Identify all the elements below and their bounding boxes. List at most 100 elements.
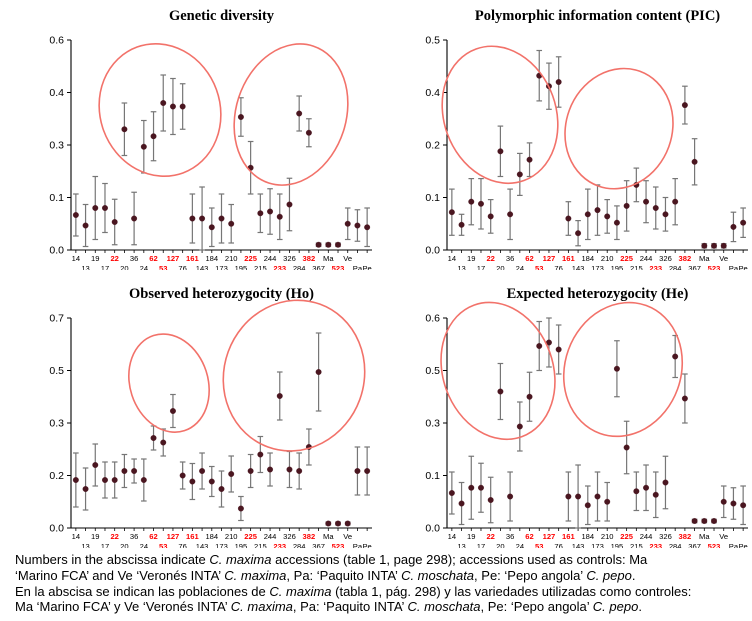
svg-text:14: 14 (72, 254, 80, 263)
svg-text:244: 244 (640, 532, 653, 541)
svg-text:225: 225 (244, 532, 257, 541)
svg-text:0.0: 0.0 (425, 523, 440, 535)
svg-text:62: 62 (525, 254, 533, 263)
svg-text:Pa: Pa (353, 542, 363, 548)
svg-text:143: 143 (572, 264, 585, 270)
svg-text:161: 161 (186, 532, 199, 541)
svg-text:127: 127 (167, 254, 180, 263)
svg-text:76: 76 (554, 542, 562, 548)
svg-text:0.7: 0.7 (49, 313, 64, 325)
svg-text:195: 195 (235, 264, 248, 270)
svg-text:215: 215 (630, 542, 643, 548)
svg-text:244: 244 (264, 254, 277, 263)
svg-text:13: 13 (81, 542, 89, 548)
svg-text:Pe: Pe (362, 264, 371, 270)
svg-text:Observed heterozygocity (Ho): Observed heterozygocity (Ho) (129, 286, 314, 302)
svg-text:127: 127 (543, 532, 556, 541)
svg-text:233: 233 (273, 542, 286, 548)
svg-text:20: 20 (120, 264, 128, 270)
svg-text:0.2: 0.2 (49, 470, 64, 482)
svg-text:143: 143 (196, 542, 209, 548)
svg-text:0.6: 0.6 (49, 35, 64, 47)
svg-text:173: 173 (215, 264, 228, 270)
svg-text:24: 24 (140, 264, 148, 270)
svg-text:Ma: Ma (323, 532, 334, 541)
svg-text:62: 62 (149, 532, 157, 541)
svg-text:382: 382 (303, 532, 316, 541)
svg-text:13: 13 (81, 264, 89, 270)
svg-text:0.3: 0.3 (425, 418, 440, 430)
svg-text:127: 127 (543, 254, 556, 263)
svg-text:184: 184 (205, 254, 218, 263)
svg-text:Ma: Ma (699, 254, 710, 263)
svg-text:24: 24 (516, 264, 524, 270)
svg-text:Pe: Pe (738, 264, 747, 270)
svg-text:161: 161 (562, 532, 575, 541)
svg-text:76: 76 (178, 264, 186, 270)
svg-text:210: 210 (601, 254, 614, 263)
svg-text:173: 173 (215, 542, 228, 548)
svg-text:244: 244 (640, 254, 653, 263)
svg-text:19: 19 (91, 532, 99, 541)
svg-text:20: 20 (496, 542, 504, 548)
svg-text:0.0: 0.0 (425, 245, 440, 257)
svg-text:53: 53 (159, 542, 167, 548)
svg-text:Expected heterozygocity (He): Expected heterozygocity (He) (507, 286, 689, 302)
svg-text:Ma: Ma (699, 532, 710, 541)
svg-text:Genetic diversity: Genetic diversity (169, 8, 275, 24)
svg-text:14: 14 (72, 532, 80, 541)
svg-text:184: 184 (205, 532, 218, 541)
svg-text:326: 326 (659, 532, 672, 541)
svg-text:36: 36 (506, 254, 514, 263)
svg-text:382: 382 (303, 254, 316, 263)
svg-text:284: 284 (669, 264, 682, 270)
svg-text:36: 36 (130, 532, 138, 541)
svg-text:233: 233 (649, 264, 662, 270)
svg-text:24: 24 (516, 542, 524, 548)
svg-text:76: 76 (554, 264, 562, 270)
svg-text:17: 17 (101, 264, 109, 270)
svg-text:Polymorphic information conten: Polymorphic information content (PIC) (475, 8, 720, 24)
svg-text:367: 367 (312, 542, 325, 548)
svg-text:Ve: Ve (719, 254, 728, 263)
svg-text:523: 523 (332, 264, 345, 270)
svg-text:Ve: Ve (343, 532, 352, 541)
svg-text:225: 225 (620, 532, 633, 541)
svg-text:22: 22 (110, 254, 118, 263)
svg-text:367: 367 (312, 264, 325, 270)
svg-text:233: 233 (649, 542, 662, 548)
svg-text:17: 17 (101, 542, 109, 548)
svg-text:13: 13 (457, 542, 465, 548)
svg-text:Pe: Pe (362, 542, 371, 548)
svg-text:326: 326 (659, 254, 672, 263)
svg-text:0.1: 0.1 (425, 192, 440, 204)
svg-text:382: 382 (679, 532, 692, 541)
svg-text:367: 367 (688, 542, 701, 548)
svg-text:22: 22 (486, 254, 494, 263)
svg-text:523: 523 (332, 542, 345, 548)
svg-text:0.3: 0.3 (49, 140, 64, 152)
svg-text:215: 215 (254, 264, 267, 270)
svg-text:53: 53 (159, 264, 167, 270)
svg-text:62: 62 (149, 254, 157, 263)
svg-text:326: 326 (283, 532, 296, 541)
svg-text:20: 20 (496, 264, 504, 270)
svg-text:19: 19 (91, 254, 99, 263)
svg-text:14: 14 (448, 254, 456, 263)
svg-text:143: 143 (572, 542, 585, 548)
svg-text:Ve: Ve (343, 254, 352, 263)
svg-text:0.0: 0.0 (49, 245, 64, 257)
svg-text:173: 173 (591, 264, 604, 270)
svg-text:367: 367 (688, 264, 701, 270)
svg-text:Pa: Pa (353, 264, 363, 270)
svg-text:184: 184 (581, 254, 594, 263)
svg-text:215: 215 (630, 264, 643, 270)
svg-text:184: 184 (581, 532, 594, 541)
svg-text:22: 22 (110, 532, 118, 541)
svg-text:0.6: 0.6 (425, 313, 440, 325)
svg-text:0.5: 0.5 (425, 35, 440, 47)
svg-text:0.4: 0.4 (49, 87, 64, 99)
svg-text:0.5: 0.5 (49, 365, 64, 377)
svg-text:0.4: 0.4 (425, 87, 440, 99)
svg-text:382: 382 (679, 254, 692, 263)
